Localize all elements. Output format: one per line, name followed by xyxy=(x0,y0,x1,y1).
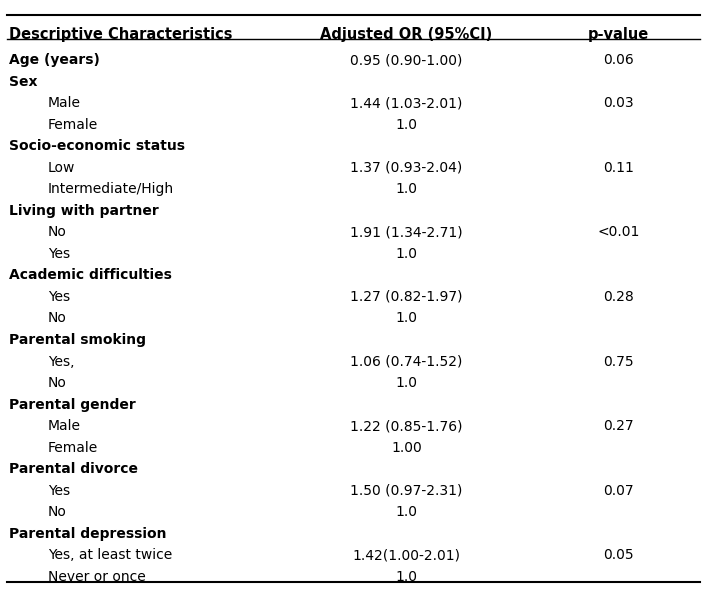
Text: Parental divorce: Parental divorce xyxy=(9,462,138,476)
Text: Yes,: Yes, xyxy=(48,355,74,368)
Text: Sex: Sex xyxy=(9,75,37,89)
Text: No: No xyxy=(48,225,67,239)
Text: Adjusted OR (95%CI): Adjusted OR (95%CI) xyxy=(320,27,493,42)
Text: 1.00: 1.00 xyxy=(391,441,422,454)
Text: Low: Low xyxy=(48,161,76,175)
Text: 0.75: 0.75 xyxy=(603,355,634,368)
Text: No: No xyxy=(48,376,67,390)
Text: 0.05: 0.05 xyxy=(603,548,634,562)
Text: 1.42(1.00-2.01): 1.42(1.00-2.01) xyxy=(353,548,460,562)
Text: 0.03: 0.03 xyxy=(603,96,634,110)
Text: 0.95 (0.90-1.00): 0.95 (0.90-1.00) xyxy=(351,53,462,67)
Text: 1.27 (0.82-1.97): 1.27 (0.82-1.97) xyxy=(350,290,463,304)
Text: 1.0: 1.0 xyxy=(395,311,418,325)
Text: 0.27: 0.27 xyxy=(603,419,634,433)
Text: 1.0: 1.0 xyxy=(395,182,418,196)
Text: 1.0: 1.0 xyxy=(395,505,418,519)
Text: 1.22 (0.85-1.76): 1.22 (0.85-1.76) xyxy=(350,419,463,433)
Text: 1.0: 1.0 xyxy=(395,376,418,390)
Text: 0.11: 0.11 xyxy=(603,161,634,175)
Text: 0.07: 0.07 xyxy=(603,484,634,498)
Text: No: No xyxy=(48,505,67,519)
Text: Age (years): Age (years) xyxy=(9,53,100,67)
Text: <0.01: <0.01 xyxy=(597,225,640,239)
Text: Socio-economic status: Socio-economic status xyxy=(9,139,185,153)
Text: 1.06 (0.74-1.52): 1.06 (0.74-1.52) xyxy=(351,355,462,368)
Text: Academic difficulties: Academic difficulties xyxy=(9,268,172,282)
Text: Male: Male xyxy=(48,96,81,110)
Text: Male: Male xyxy=(48,419,81,433)
Text: 1.37 (0.93-2.04): 1.37 (0.93-2.04) xyxy=(351,161,462,175)
Text: Yes: Yes xyxy=(48,484,70,498)
Text: Yes, at least twice: Yes, at least twice xyxy=(48,548,173,562)
Text: Descriptive Characteristics: Descriptive Characteristics xyxy=(9,27,233,42)
Text: 0.28: 0.28 xyxy=(603,290,634,304)
Text: Yes: Yes xyxy=(48,247,70,261)
Text: Parental depression: Parental depression xyxy=(9,527,167,541)
Text: Living with partner: Living with partner xyxy=(9,204,159,218)
Text: 1.0: 1.0 xyxy=(395,247,418,261)
Text: Intermediate/High: Intermediate/High xyxy=(48,182,174,196)
Text: 0.06: 0.06 xyxy=(603,53,634,67)
Text: 1.44 (1.03-2.01): 1.44 (1.03-2.01) xyxy=(351,96,462,110)
Text: p-value: p-value xyxy=(588,27,649,42)
Text: Female: Female xyxy=(48,441,98,454)
Text: Female: Female xyxy=(48,118,98,132)
Text: Never or once: Never or once xyxy=(48,570,146,584)
Text: 1.50 (0.97-2.31): 1.50 (0.97-2.31) xyxy=(351,484,462,498)
Text: Parental smoking: Parental smoking xyxy=(9,333,146,347)
Text: 1.0: 1.0 xyxy=(395,570,418,584)
Text: 1.0: 1.0 xyxy=(395,118,418,132)
Text: 1.91 (1.34-2.71): 1.91 (1.34-2.71) xyxy=(350,225,463,239)
Text: No: No xyxy=(48,311,67,325)
Text: Parental gender: Parental gender xyxy=(9,398,136,411)
Text: Yes: Yes xyxy=(48,290,70,304)
